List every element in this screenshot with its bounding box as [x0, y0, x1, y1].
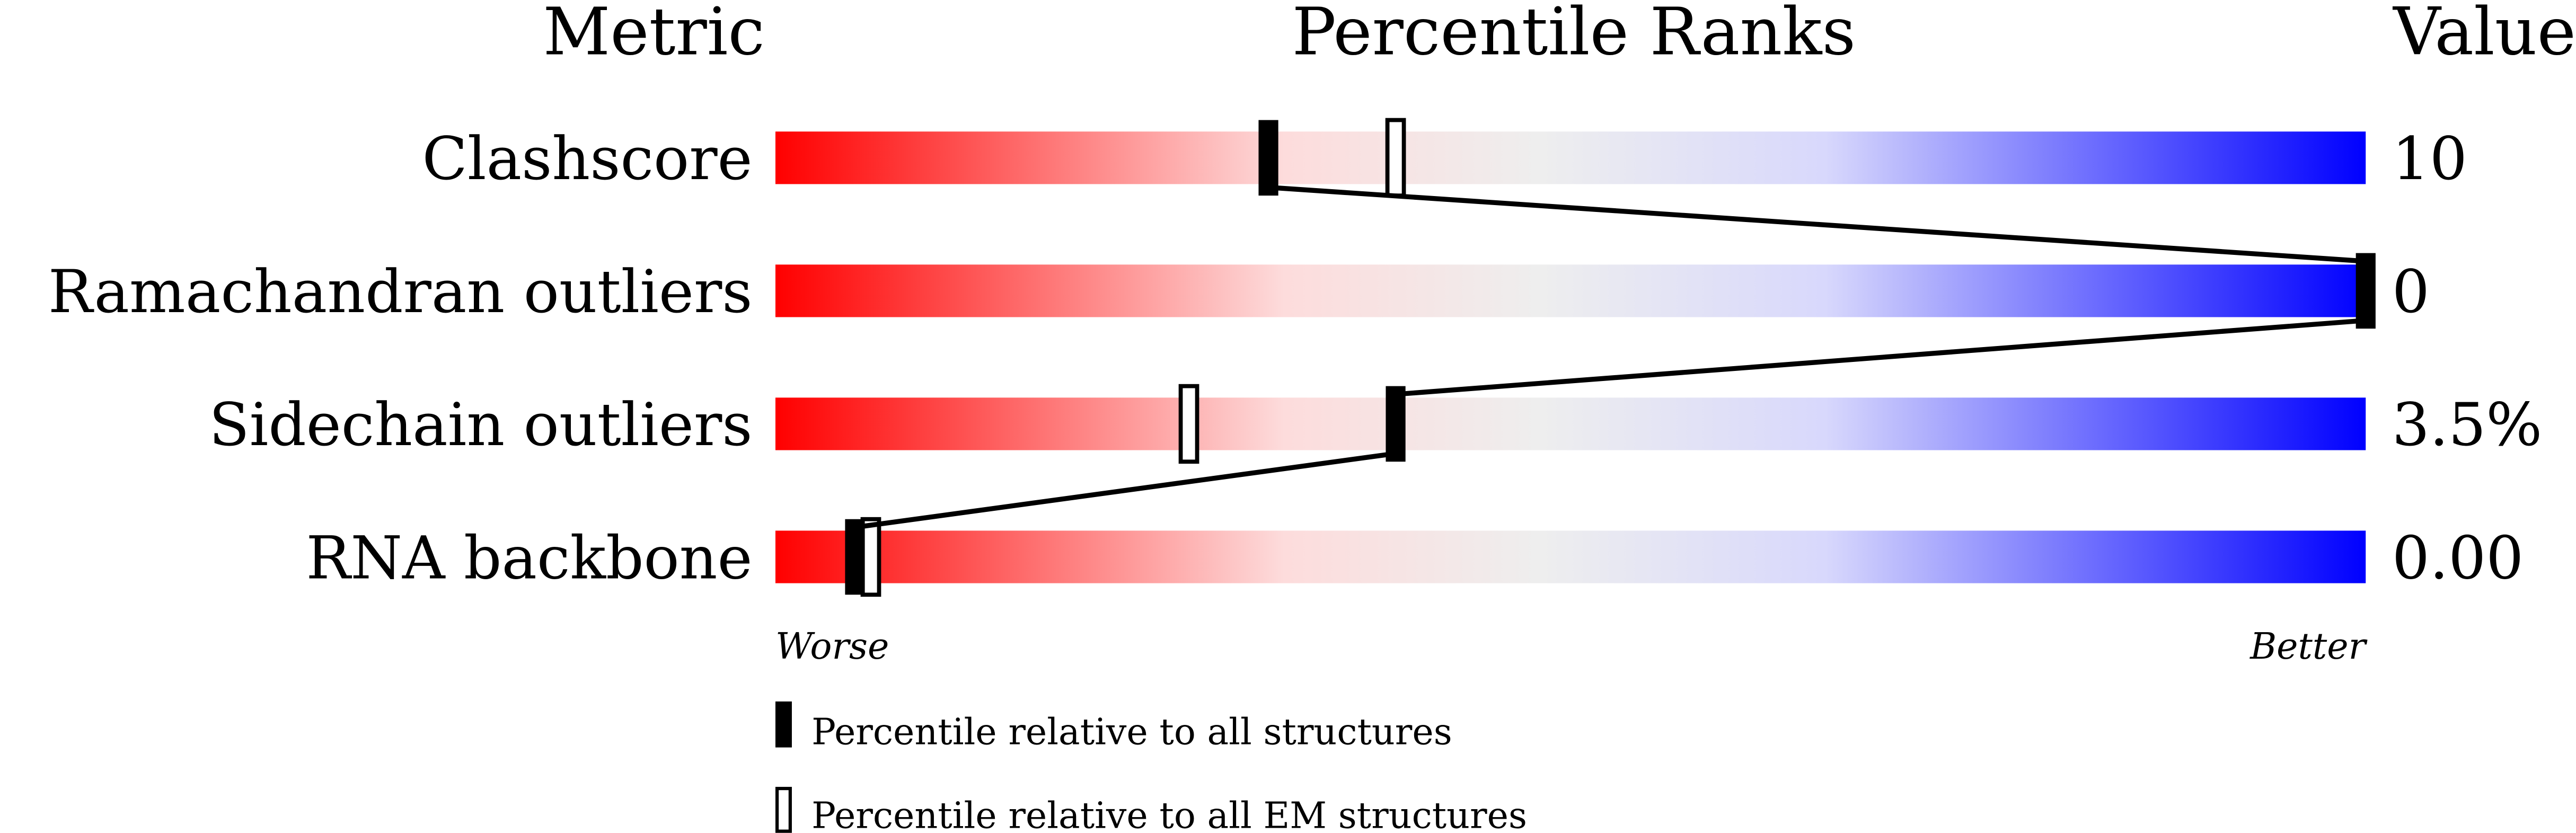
metric-value: 0	[2392, 258, 2430, 326]
metric-label: RNA backbone	[306, 524, 752, 592]
metric-label: Ramachandran outliers	[48, 258, 753, 326]
header-ranks: Percentile Ranks	[1292, 0, 1856, 70]
marker-all	[2356, 253, 2376, 329]
metric-value: 0.00	[2392, 524, 2524, 592]
header-value: Value	[2392, 0, 2576, 70]
legend-em-swatch	[775, 786, 792, 833]
legend-all-label: Percentile relative to all structures	[811, 711, 1452, 753]
marker-all	[1258, 120, 1278, 196]
marker-em	[860, 517, 881, 597]
marker-all	[845, 519, 865, 595]
marker-em	[1385, 118, 1406, 198]
percentile-bar	[775, 397, 2366, 450]
percentile-bar	[775, 264, 2366, 317]
metric-value: 10	[2392, 125, 2467, 193]
marker-all	[1386, 386, 1406, 462]
marker-em	[1178, 384, 1199, 464]
legend-em-label: Percentile relative to all EM structures	[811, 795, 1527, 833]
connector-line	[1395, 318, 2366, 397]
legend-all-swatch	[775, 701, 792, 748]
axis-better: Better	[2249, 626, 2368, 668]
percentile-bar	[775, 530, 2366, 583]
percentile-bar	[775, 131, 2366, 184]
metric-value: 3.5%	[2392, 391, 2542, 459]
metric-label: Sidechain outliers	[209, 391, 752, 459]
connector-line	[1268, 184, 2366, 264]
metric-label: Clashscore	[422, 125, 753, 193]
connector-line	[854, 451, 1396, 530]
axis-worse: Worse	[775, 626, 889, 668]
header-metric: Metric	[543, 0, 764, 70]
